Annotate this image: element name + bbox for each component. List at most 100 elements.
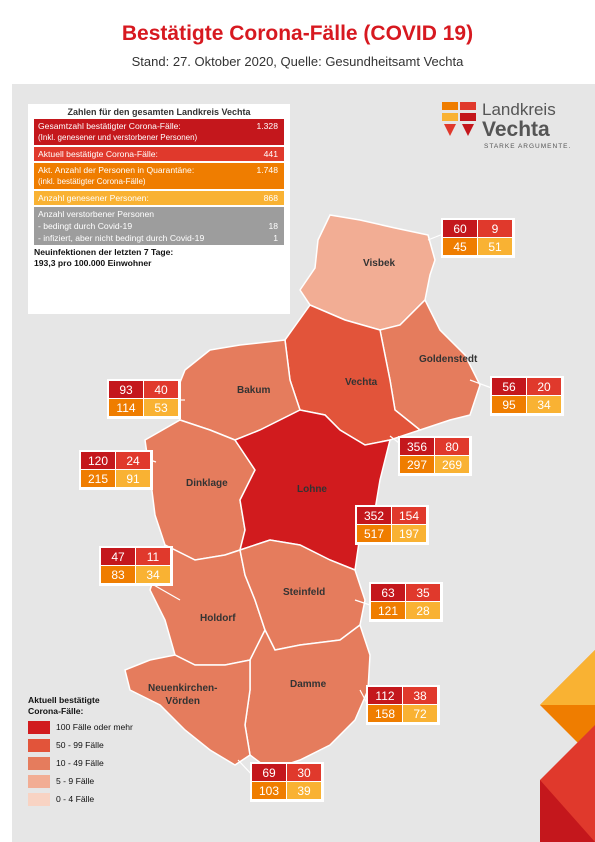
value-quarantine: 517 — [364, 527, 384, 541]
value-recovered: 53 — [154, 401, 168, 415]
cell-active — [527, 378, 561, 395]
cell-active — [116, 452, 150, 469]
summary-quarantine-sub: (inkl. bestätigter Corona-Fälle) — [38, 177, 146, 186]
value-active: 30 — [297, 766, 311, 780]
cell-active — [406, 584, 440, 601]
numbers-box-vechta: 356 80 297 269 — [398, 436, 472, 476]
value-recovered: 51 — [488, 240, 502, 254]
cell-recovered — [136, 566, 170, 583]
page-title: Bestätigte Corona-Fälle (COVID 19) — [121, 22, 474, 45]
label-bakum: Bakum — [237, 385, 271, 396]
value-quarantine: 45 — [453, 240, 467, 254]
summary-deaths-label: Anzahl verstorbener Personen — [38, 209, 155, 219]
leader-steinfeld — [354, 599, 371, 606]
summary-quarantine-value: 1.748 — [256, 165, 278, 175]
value-active: 154 — [399, 509, 419, 523]
cell-recovered — [527, 396, 561, 413]
cell-recovered — [403, 705, 437, 722]
value-quarantine: 297 — [407, 458, 427, 472]
cell-quarantine — [371, 602, 405, 619]
legend-swatch-2 — [28, 757, 50, 770]
map-legend: Aktuell bestätigte Corona-Fälle: 100 Fäl… — [28, 695, 133, 811]
summary-new7-label: Neuinfektionen der letzten 7 Tage: — [34, 247, 174, 257]
legend-item: 0 - 4 Fälle — [28, 793, 133, 806]
summary-new7-value: 193,3 pro 100.000 Einwohner — [34, 258, 152, 268]
value-quarantine: 95 — [502, 398, 516, 412]
numbers-box-damme: 112 38 158 72 — [366, 685, 440, 725]
label-holdorf: Holdorf — [200, 613, 236, 624]
cell-total — [492, 378, 526, 395]
summary-active-row: Aktuell bestätigte Corona-Fälle: 441 — [34, 147, 284, 161]
cell-recovered — [406, 602, 440, 619]
cell-quarantine — [492, 396, 526, 413]
cell-recovered — [144, 399, 178, 416]
value-recovered: 39 — [297, 784, 311, 798]
landkreis-logo: Landkreis Vechta STARKE ARGUMENTE. — [440, 96, 580, 156]
summary-deaths-infected-value: 1 — [273, 233, 278, 243]
summary-recovered-row: Anzahl genesener Personen: 868 — [34, 191, 284, 205]
cell-total — [400, 438, 434, 455]
summary-active-label: Aktuell bestätigte Corona-Fälle: — [38, 149, 158, 159]
summary-deaths-covid-line: - bedingt durch Covid-19 18 — [38, 220, 280, 232]
region-goldenstedt — [379, 298, 481, 431]
legend-label-2: 10 - 49 Fälle — [56, 758, 104, 768]
numbers-box-dinklage: 120 24 215 91 — [79, 450, 153, 490]
cell-quarantine — [81, 470, 115, 487]
summary-total-sub: (Inkl. genesener und verstorbener Person… — [38, 133, 198, 142]
value-active: 11 — [147, 550, 160, 564]
summary-total-value: 1.328 — [256, 121, 278, 131]
cell-total — [368, 687, 402, 704]
cell-active — [435, 438, 469, 455]
cell-quarantine — [252, 782, 286, 799]
label-neuenkirchen-voerden: Neuenkirchen- Vörden — [148, 683, 218, 707]
value-recovered: 269 — [442, 458, 462, 472]
numbers-box-bakum: 93 40 114 53 — [107, 379, 181, 419]
numbers-box-holdorf: 47 11 83 34 — [99, 546, 173, 586]
value-quarantine: 215 — [88, 472, 108, 486]
summary-recovered-label: Anzahl genesener Personen: — [38, 193, 149, 203]
cell-total — [109, 381, 143, 398]
summary-active-value: 441 — [263, 149, 278, 159]
value-quarantine: 158 — [375, 707, 395, 721]
cell-recovered — [116, 470, 150, 487]
logo-tagline: STARKE ARGUMENTE. — [484, 143, 572, 150]
numbers-box-visbek: 60 9 45 51 — [441, 218, 515, 258]
label-vechta: Vechta — [345, 377, 378, 388]
value-total: 352 — [364, 509, 384, 523]
value-active: 35 — [416, 586, 430, 600]
value-total: 356 — [407, 440, 427, 454]
cell-active — [144, 381, 178, 398]
coat-of-arms-icon — [442, 102, 476, 136]
value-active: 20 — [537, 380, 551, 394]
summary-recovered-value: 868 — [263, 193, 278, 203]
legend-label-4: 0 - 4 Fälle — [56, 794, 95, 804]
value-total: 60 — [453, 222, 467, 236]
logo-line1: Landkreis — [482, 100, 556, 119]
label-goldenstedt: Goldenstedt — [419, 354, 478, 365]
summary-total-row: Gesamtzahl bestätigter Corona-Fälle: 1.3… — [34, 119, 284, 145]
summary-deaths-infected-label: - infiziert, aber nicht bedingt durch Co… — [38, 233, 205, 243]
value-total: 47 — [111, 550, 125, 564]
summary-box: Zahlen für den gesamten Landkreis Vechta… — [28, 104, 290, 314]
value-quarantine: 103 — [259, 784, 279, 798]
value-recovered: 197 — [399, 527, 419, 541]
value-active: 9 — [492, 222, 499, 236]
cell-recovered — [287, 782, 321, 799]
summary-heading: Zahlen für den gesamten Landkreis Vechta — [67, 107, 251, 117]
numbers-box-neuenkirchen-voerden: 69 30 103 39 — [250, 762, 324, 802]
cell-quarantine — [357, 525, 391, 542]
cell-quarantine — [368, 705, 402, 722]
cell-total — [357, 507, 391, 524]
legend-swatch-0 — [28, 721, 50, 734]
logo-line2: Vechta — [482, 118, 550, 141]
cell-active — [287, 764, 321, 781]
value-total: 69 — [262, 766, 276, 780]
numbers-box-goldenstedt: 56 20 95 34 — [490, 376, 564, 416]
value-quarantine: 114 — [116, 401, 135, 415]
legend-label-3: 5 - 9 Fälle — [56, 776, 95, 786]
value-quarantine: 83 — [111, 568, 125, 582]
legend-label-0: 100 Fälle oder mehr — [56, 722, 133, 732]
value-total: 63 — [381, 586, 395, 600]
summary-quarantine-row: Akt. Anzahl der Personen in Quarantäne: … — [34, 163, 284, 189]
